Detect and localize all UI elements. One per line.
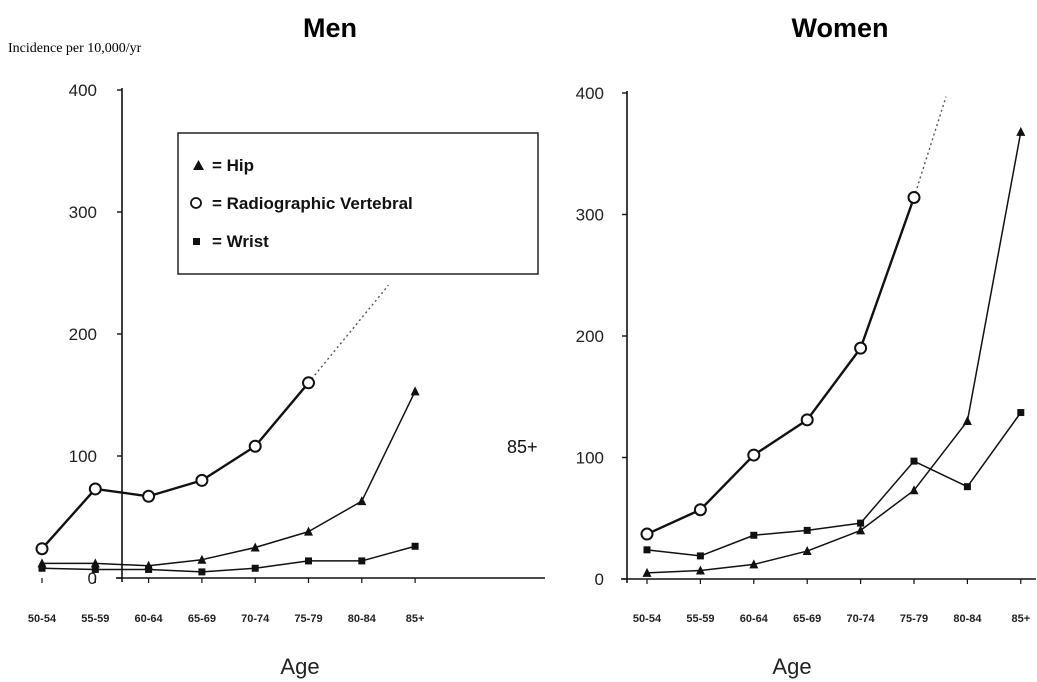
men-hip-line xyxy=(42,391,416,567)
women-hip-line xyxy=(646,131,1022,574)
women-hip-point xyxy=(1016,126,1026,136)
men-hip-point xyxy=(90,558,100,568)
men-wrist-point xyxy=(305,557,312,565)
men-x-tick-label: 65-69 xyxy=(188,613,216,625)
legend-hip-label: = Hip xyxy=(212,156,254,175)
women-y-tick-label: 200 xyxy=(576,327,604,346)
men-wrist-point xyxy=(145,565,153,573)
legend-hip-marker-icon xyxy=(193,160,204,170)
men-hip-point xyxy=(357,496,367,506)
women-hip-point xyxy=(695,565,705,575)
men-x-tick-label: 80-84 xyxy=(348,613,377,625)
women-wrist-point xyxy=(803,526,811,534)
women-wrist-line xyxy=(646,412,1022,557)
women-hip-point xyxy=(802,546,812,556)
legend: = Hip = Radiographic Vertebral = Wrist xyxy=(177,132,539,275)
men-wrist-point xyxy=(38,564,46,572)
women-chart-panel: Women Age 0 100 200 300 400 50-54 55-59 60-64 65… xyxy=(576,13,1036,679)
men-chart-title: Men xyxy=(303,13,357,43)
women-y-tick-label: 300 xyxy=(576,206,604,225)
women-x-tick-label: 65-69 xyxy=(793,613,821,625)
men-vertebral-extrapolation-line xyxy=(307,284,389,384)
women-x-tick-label: 85+ xyxy=(1011,613,1030,625)
men-hip-point xyxy=(250,542,260,552)
women-x-tick-label: 70-74 xyxy=(847,613,876,625)
men-wrist-point xyxy=(198,568,206,576)
women-wrist-point xyxy=(963,483,971,491)
men-x-tick-label: 70-74 xyxy=(241,613,270,625)
women-y-tick-label: 100 xyxy=(576,449,604,468)
men-vertebral-point xyxy=(88,482,102,496)
men-chart-panel: Men Age 85+ 0 100 200 300 400 50-54 55-59 60-64… xyxy=(28,13,545,679)
legend-wrist-marker-icon xyxy=(193,238,200,245)
women-vertebral-point xyxy=(907,190,921,204)
legend-vertebral-marker-icon xyxy=(190,197,202,209)
men-vertebral-point xyxy=(302,376,315,390)
women-chart-title: Women xyxy=(791,13,888,43)
men-y-tick-label: 100 xyxy=(69,447,97,466)
men-wrist-point xyxy=(251,564,259,572)
legend-box xyxy=(177,132,539,275)
men-y-tick-label: 200 xyxy=(69,325,97,344)
men-vertebral-point xyxy=(195,473,209,487)
women-x-tick-label: 75-79 xyxy=(900,613,928,625)
women-wrist-point xyxy=(1017,409,1025,417)
men-wrist-point xyxy=(91,565,99,573)
women-vertebral-point xyxy=(854,341,868,355)
women-hip-point xyxy=(909,485,919,495)
men-vertebral-point xyxy=(35,542,49,556)
men-vertebral-point xyxy=(142,489,156,503)
men-vertebral-line xyxy=(41,382,310,550)
men-vertebral-point xyxy=(248,439,262,453)
women-vertebral-point xyxy=(800,413,814,427)
women-hip-point xyxy=(962,416,972,426)
women-wrist-point xyxy=(910,457,918,465)
women-vertebral-point xyxy=(747,448,761,462)
men-hip-point xyxy=(304,526,313,536)
men-x-tick-label: 85+ xyxy=(406,613,425,625)
men-hip-point xyxy=(410,386,420,396)
women-wrist-point xyxy=(643,546,651,554)
y-axis-label: Incidence per 10,000/yr xyxy=(8,41,142,56)
men-x-tick-label: 50-54 xyxy=(28,613,57,625)
women-x-axis-label: Age xyxy=(772,654,811,679)
men-wrist-point xyxy=(358,557,366,565)
women-hip-point xyxy=(856,525,866,535)
women-y-tick-label: 0 xyxy=(595,570,604,589)
men-hip-point xyxy=(197,554,207,564)
legend-wrist-label: = Wrist xyxy=(212,232,269,251)
men-x-tick-label: 75-79 xyxy=(294,613,322,625)
women-vertebral-line xyxy=(646,197,916,536)
women-wrist-point xyxy=(750,531,758,539)
women-hip-point xyxy=(642,567,652,577)
women-wrist-point xyxy=(696,552,704,560)
women-x-tick-label: 80-84 xyxy=(953,613,982,625)
men-x-tick-label: 60-64 xyxy=(135,613,164,625)
women-x-tick-label: 60-64 xyxy=(740,613,769,625)
women-x-tick-label: 50-54 xyxy=(633,613,662,625)
men-y-tick-label: 300 xyxy=(69,203,97,222)
legend-vertebral-label: = Radiographic Vertebral xyxy=(212,194,413,213)
women-y-tick-label: 400 xyxy=(576,84,604,103)
men-y-tick-label: 400 xyxy=(69,81,97,100)
women-wrist-point xyxy=(857,519,865,527)
men-85plus-annotation: 85+ xyxy=(507,437,538,457)
men-x-axis-label: Age xyxy=(280,654,319,679)
men-x-tick-label: 55-59 xyxy=(81,613,109,625)
men-wrist-point xyxy=(411,542,419,550)
women-hip-point xyxy=(749,559,759,569)
men-wrist-line xyxy=(41,545,416,573)
women-vertebral-point xyxy=(640,527,654,541)
women-x-tick-label: 55-59 xyxy=(686,613,714,625)
women-vertebral-extrapolation-line xyxy=(913,96,947,198)
men-y-tick-label: 0 xyxy=(88,569,97,588)
women-vertebral-point xyxy=(693,503,707,517)
